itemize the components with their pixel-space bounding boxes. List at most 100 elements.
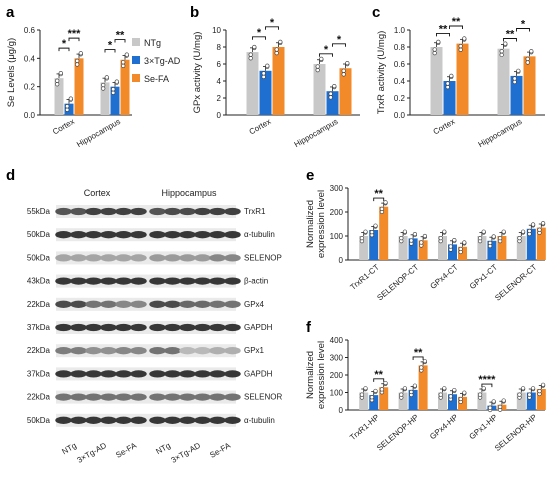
data-point xyxy=(452,387,457,393)
blot-band xyxy=(100,231,117,239)
blot-mw-label: 37kDa xyxy=(27,323,51,332)
y-tick-label: 200 xyxy=(330,208,344,217)
data-point xyxy=(516,68,521,73)
blot-mw-label: 50kDa xyxy=(27,416,51,425)
data-point xyxy=(525,60,530,65)
significance-label: ** xyxy=(116,30,125,42)
data-point xyxy=(448,244,453,249)
y-tick-label: 10 xyxy=(212,26,221,35)
significance-label: ** xyxy=(374,369,383,381)
legend-swatch-sefa xyxy=(132,74,140,82)
significance-bracket xyxy=(373,378,385,382)
bar-e xyxy=(408,238,418,260)
blot-band xyxy=(100,207,117,216)
blot-band xyxy=(209,416,226,424)
data-point xyxy=(478,236,483,241)
data-point xyxy=(481,229,486,234)
data-point xyxy=(442,386,447,391)
blot-band xyxy=(224,393,241,401)
blot-band xyxy=(179,347,196,355)
data-point xyxy=(498,236,503,241)
data-point xyxy=(503,41,508,46)
y-axis-title: Normalizedexpression level xyxy=(305,190,327,258)
blot-band xyxy=(209,347,226,355)
significance-bracket xyxy=(436,32,450,37)
x-tick-label: GPx4-HP xyxy=(428,413,460,442)
blot-band xyxy=(55,254,72,262)
blot-band xyxy=(130,231,147,239)
significance-bracket xyxy=(104,49,116,53)
y-tick-label: 0 xyxy=(339,406,344,415)
blot-header-cortex: Cortex xyxy=(84,188,111,198)
blot-band xyxy=(179,370,196,378)
blot-band xyxy=(164,231,181,239)
blot-band xyxy=(179,207,196,216)
blot-band xyxy=(100,300,117,308)
significance-bracket xyxy=(332,43,346,47)
data-point xyxy=(261,74,266,80)
data-point xyxy=(399,236,404,241)
data-point xyxy=(75,58,80,63)
data-point xyxy=(422,233,428,239)
data-point xyxy=(315,64,320,69)
x-tick-label: SELENOP-CT xyxy=(375,263,420,303)
blot-band xyxy=(209,207,226,216)
data-point xyxy=(252,44,257,50)
blot-band xyxy=(209,370,226,378)
blot-band xyxy=(209,323,226,332)
blot-band xyxy=(85,370,102,378)
data-point xyxy=(491,399,496,404)
blot-band xyxy=(194,207,211,216)
blot-protein-label: GPx4 xyxy=(244,300,265,309)
data-point xyxy=(488,405,493,410)
blot-row: 50kDa α-tubulin xyxy=(27,413,275,427)
chart-a: 0.00.20.40.6Se Levels (μg/g)Cortex****Hi… xyxy=(6,26,132,149)
chart-b: 0 2 4 6 8 10 GPx activity (U/mg) Cortex * * Hippoc… xyxy=(192,17,360,149)
blot-band xyxy=(179,231,196,239)
blot-band xyxy=(149,347,166,355)
panel-letter-e: e xyxy=(306,167,314,184)
data-point xyxy=(341,68,346,73)
bar-b xyxy=(246,52,259,115)
data-point xyxy=(345,61,350,66)
y-tick-label: 0 xyxy=(217,111,222,120)
data-point xyxy=(369,230,375,235)
data-point xyxy=(359,236,365,241)
legend: NTg 3×Tg-AD Se-FA xyxy=(132,38,181,84)
data-point xyxy=(529,49,534,54)
legend-label-ntg: NTg xyxy=(144,38,161,48)
blot-row: 55kDa TrxR1 xyxy=(27,205,266,218)
blot-band xyxy=(115,300,132,308)
western-blot: Cortex Hippocampus 55kDa TrxR1 50kDa α-tubu… xyxy=(27,188,283,465)
blot-band xyxy=(70,277,87,285)
significance-label: * xyxy=(337,34,342,46)
data-point xyxy=(525,56,530,62)
significance-label: **** xyxy=(478,374,496,386)
blot-band xyxy=(130,370,147,378)
blot-band xyxy=(194,323,211,332)
significance-label: ** xyxy=(439,23,448,35)
data-point xyxy=(462,390,467,395)
blot-band xyxy=(85,207,102,216)
blot-band xyxy=(164,370,181,378)
x-tick-label: GPx4-CT xyxy=(428,263,459,291)
significance-bracket xyxy=(265,26,279,30)
blot-band xyxy=(149,393,166,401)
significance-bracket xyxy=(114,39,126,43)
data-point xyxy=(445,85,450,90)
significance-bracket xyxy=(319,53,333,57)
blot-band xyxy=(100,416,117,424)
blot-mw-label: 22kDa xyxy=(27,393,51,402)
blot-lane-label: 3×Tg-AD xyxy=(76,441,109,465)
y-tick-label: 0.0 xyxy=(24,111,36,120)
data-point xyxy=(462,36,467,41)
bar-c xyxy=(497,48,510,116)
data-point xyxy=(65,104,70,109)
blot-band xyxy=(149,254,166,262)
data-point xyxy=(481,386,486,391)
blot-band xyxy=(130,393,147,401)
data-point xyxy=(520,386,526,391)
data-point xyxy=(369,395,375,400)
blot-band xyxy=(164,207,181,216)
